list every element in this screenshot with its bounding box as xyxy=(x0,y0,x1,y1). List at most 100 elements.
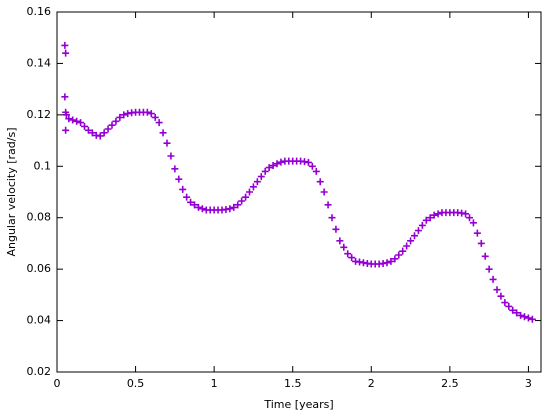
data-point xyxy=(324,201,332,209)
data-point xyxy=(340,243,348,251)
data-point xyxy=(304,158,312,166)
data-point xyxy=(399,247,407,255)
data-point xyxy=(171,165,179,173)
data-point xyxy=(501,299,509,307)
data-point xyxy=(194,203,202,211)
data-point xyxy=(261,167,269,175)
x-axis-label: Time [years] xyxy=(263,398,333,411)
data-point xyxy=(348,254,356,262)
data-point xyxy=(336,237,344,245)
x-tick-label: 2.5 xyxy=(441,377,459,390)
data-point xyxy=(414,227,422,235)
data-point xyxy=(226,205,234,213)
data-point xyxy=(249,183,257,191)
x-tick-label: 2 xyxy=(368,377,375,390)
x-tick-label: 3 xyxy=(525,377,532,390)
data-point xyxy=(481,252,489,260)
data-point xyxy=(187,198,195,206)
data-point xyxy=(434,210,442,218)
data-point xyxy=(308,162,316,170)
data-point xyxy=(497,292,505,300)
data-point xyxy=(387,257,395,265)
data-point xyxy=(62,49,70,57)
data-point xyxy=(521,313,528,321)
data-point xyxy=(383,259,391,267)
plot-frame xyxy=(56,11,542,373)
data-point xyxy=(462,210,470,218)
data-point xyxy=(265,164,273,172)
data-point xyxy=(147,110,155,118)
data-point xyxy=(524,314,532,322)
data-point xyxy=(62,126,70,134)
y-tick-label: 0.1 xyxy=(34,159,52,172)
data-point xyxy=(73,117,81,125)
data-point xyxy=(332,225,340,233)
data-point xyxy=(469,219,477,227)
data-point xyxy=(104,125,112,133)
data-point xyxy=(230,203,238,211)
data-point xyxy=(269,162,277,170)
y-tick-label: 0.06 xyxy=(27,262,52,275)
data-point xyxy=(344,250,352,258)
data-point xyxy=(320,188,328,196)
data-point xyxy=(234,201,242,209)
data-point xyxy=(312,167,320,175)
data-point xyxy=(403,242,411,250)
data-point xyxy=(120,111,128,119)
data-point xyxy=(426,214,434,222)
data-point xyxy=(418,221,426,229)
data-point xyxy=(155,119,163,127)
data-point xyxy=(112,117,120,125)
y-tick-label: 0.16 xyxy=(27,5,52,18)
data-point xyxy=(151,113,159,121)
data-point xyxy=(61,41,69,49)
data-point xyxy=(179,185,187,193)
data-point xyxy=(411,232,418,240)
data-point xyxy=(88,129,96,137)
data-point xyxy=(62,111,70,119)
data-point xyxy=(159,129,167,137)
data-point xyxy=(116,113,124,121)
data-point xyxy=(198,205,206,213)
y-axis-label: Angular velocity [rad/s] xyxy=(5,127,18,256)
data-point xyxy=(81,122,88,130)
data-point xyxy=(175,175,183,183)
data-point xyxy=(513,309,521,317)
data-point xyxy=(328,214,336,222)
data-point xyxy=(191,201,198,209)
x-tick-label: 1 xyxy=(211,377,218,390)
data-point xyxy=(183,193,191,201)
x-tick-label: 0 xyxy=(54,377,61,390)
data-point xyxy=(65,115,73,123)
data-point xyxy=(100,129,108,137)
y-tick-label: 0.12 xyxy=(27,108,52,121)
y-tick-label: 0.02 xyxy=(27,365,52,378)
data-point xyxy=(466,214,473,222)
data-point xyxy=(69,116,77,124)
data-point xyxy=(493,286,501,294)
data-point xyxy=(477,239,485,247)
data-point xyxy=(430,211,438,219)
data-point xyxy=(407,237,415,245)
data-point xyxy=(84,126,92,134)
data-point xyxy=(242,193,250,201)
data-point xyxy=(473,229,481,237)
data-point xyxy=(108,121,116,129)
data-point xyxy=(528,315,536,323)
data-point xyxy=(505,302,513,310)
data-point xyxy=(517,311,525,319)
y-tick-label: 0.04 xyxy=(27,314,52,327)
data-point xyxy=(257,173,265,181)
data-point xyxy=(395,251,403,259)
data-point xyxy=(77,119,85,127)
data-point xyxy=(253,178,261,186)
x-tick-label: 1.5 xyxy=(284,377,302,390)
data-point xyxy=(509,306,517,314)
data-point xyxy=(485,265,493,273)
data-point xyxy=(316,178,324,186)
data-point xyxy=(246,188,253,196)
data-point xyxy=(163,139,171,147)
data-point xyxy=(61,93,69,101)
data-point xyxy=(167,152,175,160)
